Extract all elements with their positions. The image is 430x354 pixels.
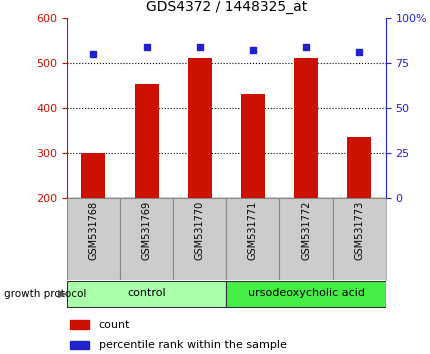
Bar <box>332 198 385 280</box>
Text: control: control <box>127 288 166 298</box>
Bar <box>226 198 279 280</box>
Text: GSM531773: GSM531773 <box>353 201 363 260</box>
Text: count: count <box>98 320 130 330</box>
Text: GSM531768: GSM531768 <box>88 201 98 260</box>
Bar <box>120 198 173 280</box>
Point <box>143 44 150 50</box>
Title: GDS4372 / 1448325_at: GDS4372 / 1448325_at <box>145 0 306 14</box>
Bar <box>240 95 264 198</box>
Text: GSM531772: GSM531772 <box>300 201 310 260</box>
Bar <box>293 58 317 198</box>
Bar <box>279 198 332 280</box>
Text: ursodeoxycholic acid: ursodeoxycholic acid <box>247 288 364 298</box>
Bar <box>70 320 89 329</box>
Point <box>196 44 203 50</box>
Text: percentile rank within the sample: percentile rank within the sample <box>98 340 286 350</box>
Text: GSM531769: GSM531769 <box>141 201 151 260</box>
Bar <box>347 137 370 198</box>
Bar <box>67 198 120 280</box>
Text: growth protocol: growth protocol <box>4 289 86 299</box>
Point <box>249 47 256 53</box>
Point <box>355 49 362 55</box>
Text: ▶: ▶ <box>58 289 67 299</box>
Bar <box>134 85 158 198</box>
Bar <box>70 341 89 349</box>
Point <box>90 51 97 57</box>
Text: GSM531771: GSM531771 <box>247 201 257 260</box>
Bar <box>173 198 226 280</box>
Bar <box>81 153 105 198</box>
Bar <box>226 281 385 307</box>
Text: GSM531770: GSM531770 <box>194 201 204 260</box>
Bar <box>187 58 211 198</box>
Bar <box>67 281 226 307</box>
Point <box>302 44 309 50</box>
